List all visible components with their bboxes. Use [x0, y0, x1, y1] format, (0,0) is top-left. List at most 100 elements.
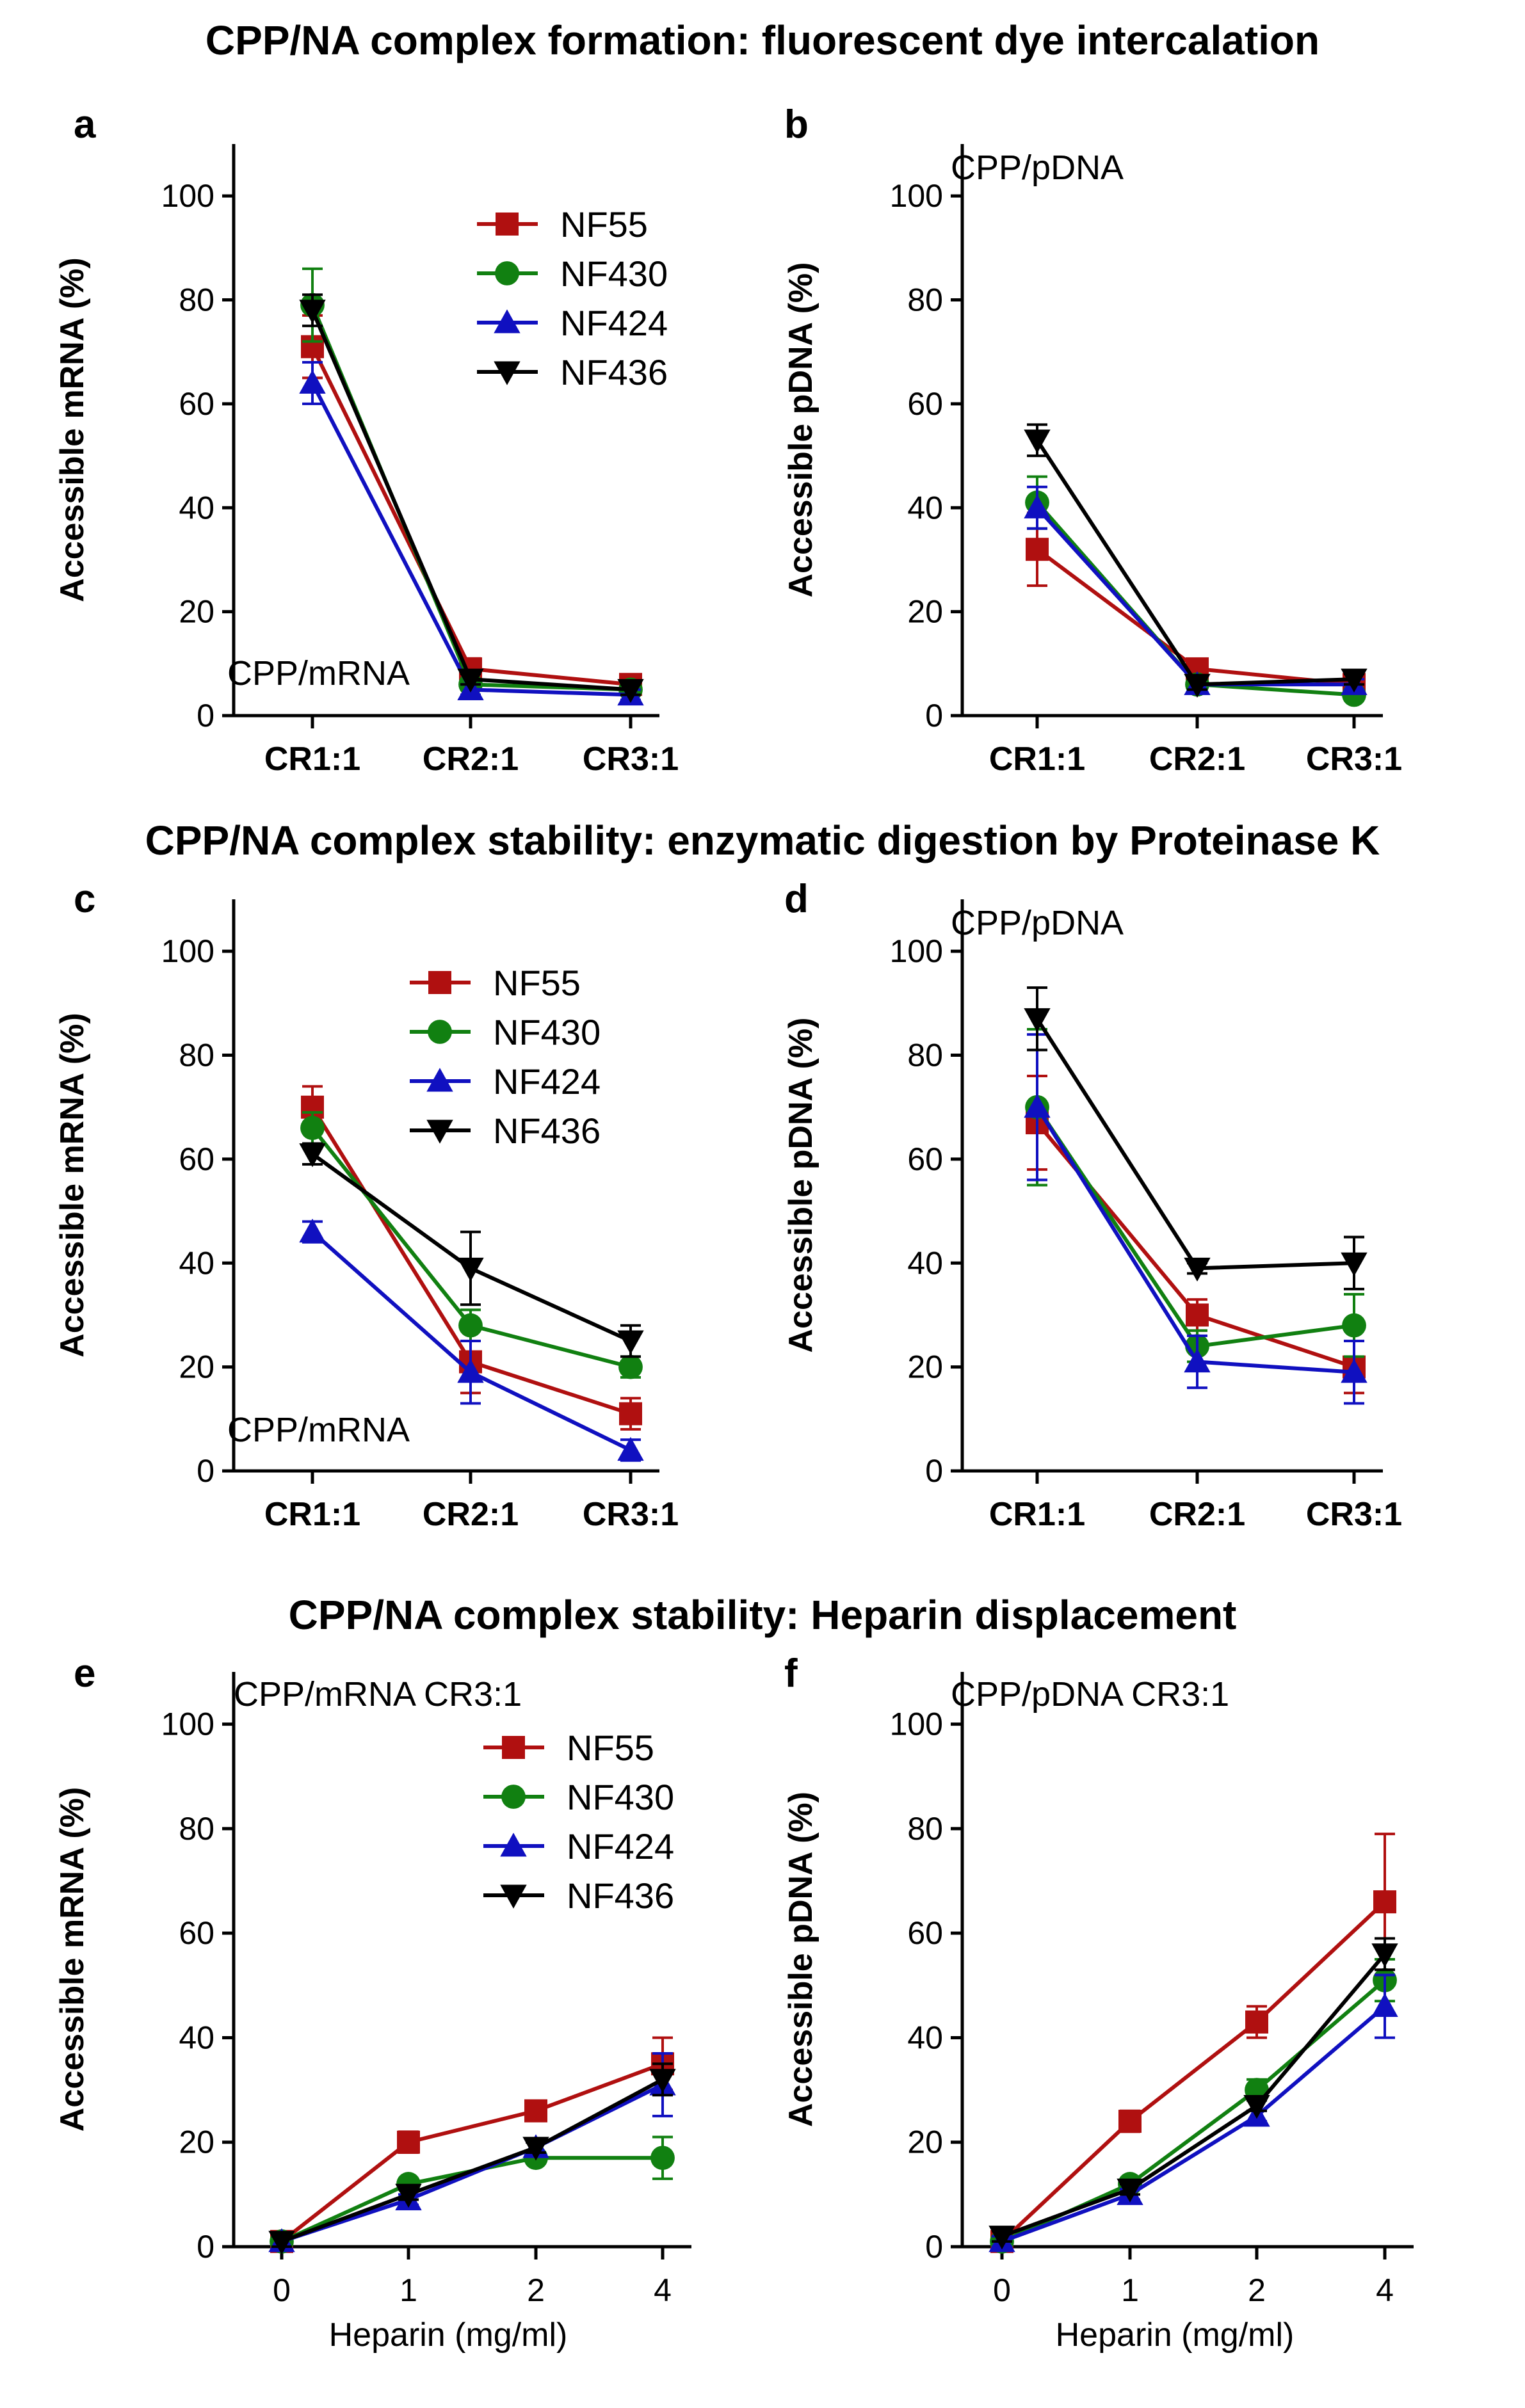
legend-label-nf436: NF436	[560, 352, 668, 392]
legend-marker-nf430	[495, 261, 519, 285]
legend-label-nf430: NF430	[567, 1777, 674, 1817]
panel-f: f 0 20 40 60 80 100 0 1 2 4 Accessible pDNA (%) Hepa…	[782, 1651, 1414, 2354]
y-tick-label: 80	[179, 1038, 214, 1073]
series-line-nf55	[1000, 1900, 1387, 2243]
x-tick-label: CR2:1	[1149, 741, 1245, 778]
x-axis-title: Heparin (mg/ml)	[1056, 2316, 1295, 2354]
y-tick-label: 20	[907, 2124, 943, 2160]
y-tick-label: 80	[907, 1038, 943, 1073]
data-point-nf436	[1024, 429, 1051, 454]
legend-marker-nf430	[428, 1020, 452, 1044]
panel-c: c 0 20 40 60 80 100 CR1:1 CR2:1 CR3:1 Accessible m…	[54, 877, 679, 1533]
panel-b: b 0 20 40 60 80 100 CR1:1 CR2:1 CR3:1 Accessible p…	[782, 102, 1402, 778]
panel-letter-c: c	[74, 877, 95, 921]
y-tick-label: 40	[907, 1245, 943, 1281]
legend-marker-nf424	[494, 309, 520, 333]
legend-label-nf436: NF436	[493, 1111, 601, 1151]
data-point-nf436	[299, 1143, 326, 1168]
data-point-nf55	[1245, 2010, 1268, 2034]
x-tick-label: 2	[1248, 2272, 1266, 2308]
y-tick-label: 100	[161, 1706, 214, 1742]
y-tick-label: 40	[179, 2019, 214, 2055]
data-point-nf424	[299, 1218, 326, 1243]
data-point-nf55	[397, 2130, 420, 2154]
data-point-nf436	[1341, 1252, 1368, 1276]
data-point-nf436	[268, 2231, 295, 2255]
legend-label-nf424: NF424	[567, 1826, 674, 1866]
y-tick-label: 40	[179, 1245, 214, 1281]
data-point-nf430	[650, 2146, 675, 2171]
section-title-proteinase: CPP/NA complex stability: enzymatic dige…	[145, 817, 1380, 863]
series-line-nf436	[1035, 1018, 1355, 1271]
y-tick-label: 0	[925, 2229, 943, 2265]
legend: NF55 NF430 NF424 NF436	[477, 204, 668, 392]
legend-marker-nf430	[501, 1785, 526, 1809]
panel-letter-d: d	[784, 877, 809, 921]
series-nf424	[299, 1218, 644, 1462]
legend-marker-nf55	[496, 213, 519, 236]
series-line-nf424	[1001, 2005, 1386, 2243]
y-tick-label: 80	[907, 1811, 943, 1847]
panel-annotation: CPP/pDNA	[951, 904, 1124, 942]
y-axis-title: Accessible mRNA (%)	[54, 1787, 91, 2131]
data-point-nf436	[988, 2226, 1015, 2250]
data-point-nf55	[524, 2099, 547, 2123]
panel-d: d 0 20 40 60 80 100 CR1:1 CR2:1 CR3:1 Accessible p…	[782, 877, 1402, 1533]
series-line-nf436	[1001, 1952, 1387, 2238]
y-tick-label: 100	[161, 933, 214, 969]
data-point-nf55	[1118, 2110, 1142, 2133]
data-point-nf430	[300, 1116, 325, 1141]
legend-label-nf55: NF55	[567, 1728, 654, 1768]
legend: NF55 NF430 NF424 NF436	[410, 963, 601, 1151]
data-point-nf436	[395, 2183, 422, 2208]
y-tick-label: 80	[907, 282, 943, 318]
legend-label-nf424: NF424	[560, 303, 668, 343]
y-tick-label: 60	[179, 1915, 214, 1951]
panel-annotation: CPP/pDNA	[951, 148, 1124, 187]
legend-label-nf436: NF436	[567, 1875, 674, 1916]
data-point-nf436	[617, 678, 644, 703]
y-axis-title: Accessible pDNA (%)	[782, 262, 819, 598]
x-tick-label: CR3:1	[1306, 741, 1402, 778]
x-tick-label: CR1:1	[989, 741, 1085, 778]
y-tick-label: 60	[179, 1141, 214, 1177]
x-axis-title: Heparin (mg/ml)	[329, 2316, 568, 2354]
data-point-nf436	[617, 1330, 644, 1354]
panel-letter-b: b	[784, 102, 809, 147]
x-tick-label: 0	[993, 2272, 1011, 2308]
panel-e: e 0 20 40 60 80 100 0 1 2 4 Accessible mRNA (%) Hepa…	[54, 1651, 691, 2354]
y-tick-label: 0	[197, 698, 214, 734]
legend-label-nf55: NF55	[493, 963, 581, 1003]
panel-annotation: CPP/pDNA CR3:1	[951, 1675, 1229, 1714]
legend-marker-nf424	[426, 1068, 453, 1092]
series-nf430	[990, 1958, 1397, 2254]
data-point-nf424	[617, 1436, 644, 1461]
data-point-nf436	[457, 1257, 484, 1282]
y-tick-label: 100	[890, 1706, 943, 1742]
data-point-nf436	[1371, 1943, 1398, 1968]
x-tick-label: 2	[527, 2272, 545, 2308]
y-tick-label: 80	[179, 282, 214, 318]
y-tick-label: 60	[179, 386, 214, 422]
series-nf436	[299, 1142, 644, 1358]
data-point-nf430	[1342, 1313, 1366, 1338]
y-axis-title: Accessible mRNA (%)	[54, 1013, 91, 1357]
data-point-nf424	[299, 369, 326, 394]
x-tick-label: CR1:1	[989, 1496, 1085, 1533]
legend-marker-nf424	[500, 1833, 527, 1857]
legend: NF55 NF430 NF424 NF436	[483, 1728, 674, 1916]
data-point-nf424	[1024, 1094, 1051, 1118]
data-point-nf55	[1026, 538, 1049, 561]
y-tick-label: 0	[925, 1453, 943, 1489]
series-nf436	[299, 293, 644, 703]
data-point-nf424	[1024, 494, 1051, 518]
legend-marker-nf55	[502, 1736, 525, 1759]
data-point-nf55	[619, 1402, 642, 1425]
y-tick-label: 20	[907, 594, 943, 630]
data-point-nf436	[1184, 1257, 1211, 1282]
x-tick-label: CR1:1	[264, 741, 360, 778]
series-line-nf424	[281, 2083, 664, 2243]
data-point-nf430	[458, 1313, 483, 1338]
data-point-nf424	[1341, 1359, 1368, 1383]
